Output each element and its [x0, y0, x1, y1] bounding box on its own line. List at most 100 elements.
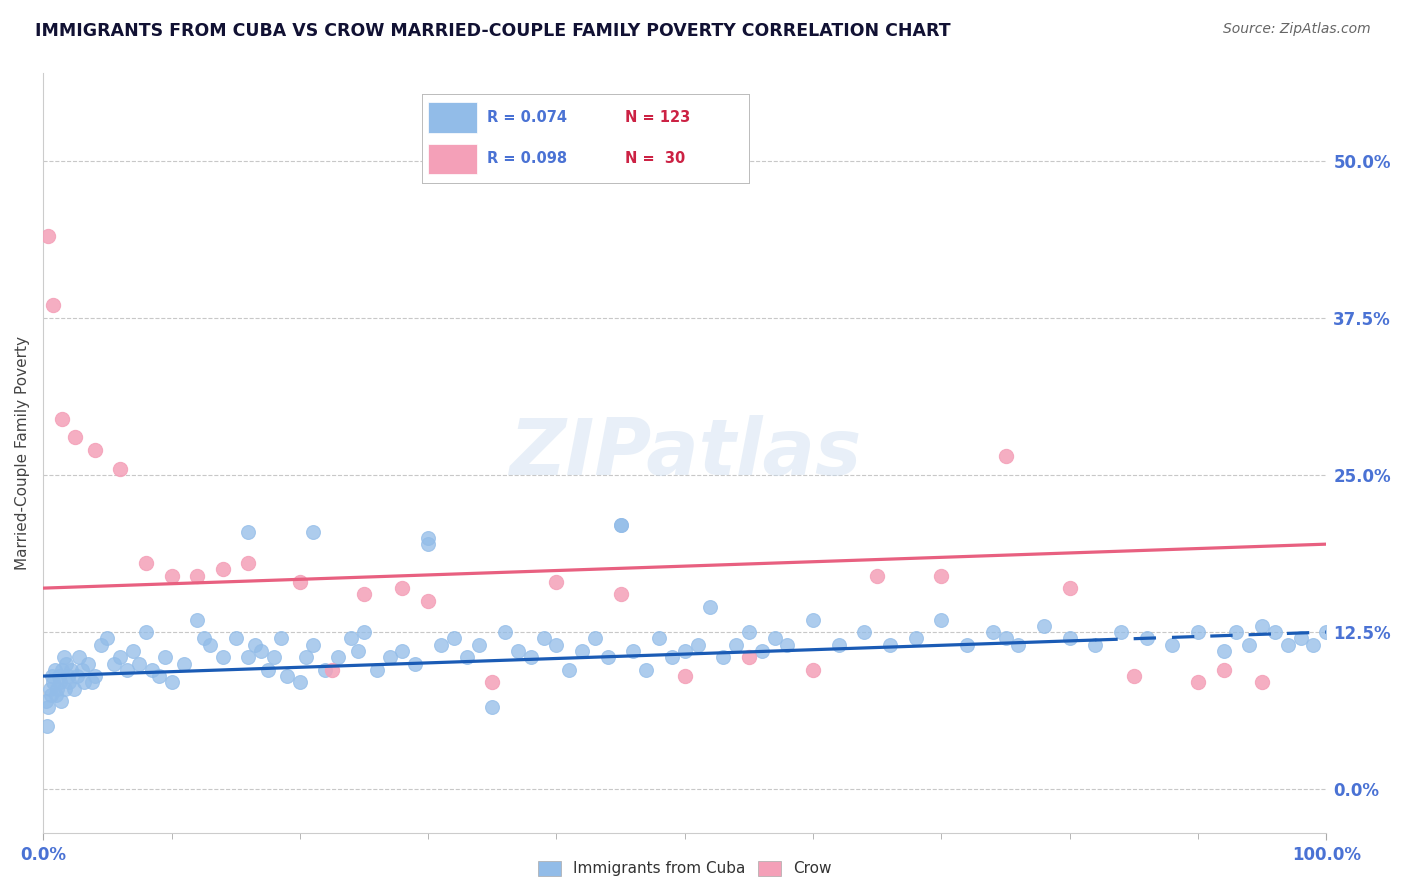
Point [1277, 638, 1299, 652]
Point [49, 694, 72, 708]
Point [60, 663, 83, 677]
Point [45, 688, 67, 702]
Point [160, 568, 183, 582]
Point [211, 562, 233, 576]
Point [661, 650, 683, 665]
Point [35, 719, 58, 733]
Point [418, 531, 440, 545]
Point [250, 644, 273, 658]
Text: Source: ZipAtlas.com: Source: ZipAtlas.com [1223, 22, 1371, 37]
Point [1302, 638, 1324, 652]
Point [776, 638, 799, 652]
Point [65, 669, 87, 683]
Point [301, 638, 323, 652]
Point [481, 675, 503, 690]
Point [931, 613, 953, 627]
Point [418, 593, 440, 607]
Point [1264, 625, 1286, 640]
Point [468, 638, 491, 652]
Point [44, 663, 66, 677]
Point [1007, 638, 1029, 652]
Point [63, 681, 86, 696]
Point [738, 625, 761, 640]
Point [270, 632, 292, 646]
Point [70, 663, 93, 677]
Point [1225, 625, 1247, 640]
Point [67, 650, 90, 665]
Point [108, 650, 131, 665]
Point [328, 650, 350, 665]
Point [1136, 632, 1159, 646]
Legend: Immigrants from Cuba, Crow: Immigrants from Cuba, Crow [531, 855, 838, 882]
Point [35, 694, 58, 708]
Point [353, 587, 375, 601]
Point [751, 644, 773, 658]
Point [340, 632, 363, 646]
Point [404, 657, 426, 671]
Point [391, 581, 413, 595]
Point [37, 229, 59, 244]
Point [48, 669, 70, 683]
Point [904, 632, 927, 646]
Point [186, 568, 208, 582]
Point [353, 625, 375, 640]
Point [418, 537, 440, 551]
Point [173, 657, 195, 671]
Point [108, 462, 131, 476]
Point [571, 644, 593, 658]
Point [494, 625, 516, 640]
Point [443, 632, 465, 646]
Point [686, 638, 709, 652]
Point [211, 650, 233, 665]
Point [609, 587, 631, 601]
Point [153, 650, 176, 665]
Point [321, 663, 343, 677]
Point [558, 663, 581, 677]
Point [128, 657, 150, 671]
Point [96, 632, 118, 646]
Point [1059, 632, 1081, 646]
Point [994, 632, 1017, 646]
Point [122, 644, 145, 658]
Point [366, 663, 388, 677]
Point [1109, 625, 1132, 640]
Point [596, 650, 619, 665]
Point [546, 574, 568, 589]
Point [699, 599, 721, 614]
Point [1212, 644, 1234, 658]
Point [38, 681, 60, 696]
Point [225, 632, 247, 646]
Point [39, 688, 62, 702]
Point [801, 613, 824, 627]
Point [1084, 638, 1107, 652]
Point [1122, 669, 1144, 683]
Point [73, 675, 96, 690]
Point [186, 613, 208, 627]
Text: IMMIGRANTS FROM CUBA VS CROW MARRIED-COUPLE FAMILY POVERTY CORRELATION CHART: IMMIGRANTS FROM CUBA VS CROW MARRIED-COU… [35, 22, 950, 40]
Text: ZIPatlas: ZIPatlas [509, 415, 860, 491]
Point [160, 675, 183, 690]
Point [288, 675, 311, 690]
Point [41, 669, 63, 683]
Point [288, 574, 311, 589]
Point [430, 638, 453, 652]
Point [609, 518, 631, 533]
Point [1251, 619, 1274, 633]
Point [77, 657, 100, 671]
Point [711, 650, 734, 665]
Point [256, 663, 278, 677]
Point [276, 669, 298, 683]
Point [1251, 675, 1274, 690]
Point [623, 644, 645, 658]
Point [673, 669, 696, 683]
Point [198, 638, 221, 652]
Point [533, 632, 555, 646]
Point [51, 663, 73, 677]
Point [1239, 638, 1261, 652]
Point [346, 644, 368, 658]
Point [238, 650, 260, 665]
Point [931, 568, 953, 582]
Point [52, 650, 75, 665]
Point [42, 675, 65, 690]
Point [314, 663, 336, 677]
